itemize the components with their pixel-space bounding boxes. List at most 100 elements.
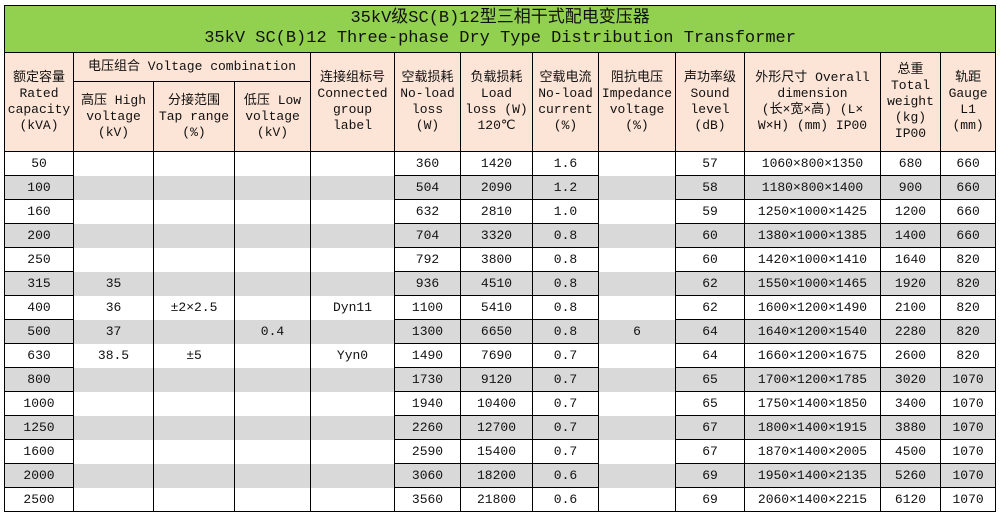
cell-tap-range — [153, 367, 235, 392]
cell-impedance: 6 — [598, 319, 676, 344]
cell-weight: 1200 — [880, 199, 941, 224]
cell-noload-current: 0.7 — [532, 415, 599, 440]
cell-impedance — [598, 343, 676, 368]
cell-noload-loss: 632 — [394, 199, 461, 224]
cell-noload-loss: 704 — [394, 223, 461, 248]
cell-weight: 1400 — [880, 223, 941, 248]
transformer-spec-table: 35kV级SC(B)12型三相干式配电变压器 35kV SC(B)12 Thre… — [3, 5, 997, 512]
header-capacity: 额定容量 Rated capacity (kVA) — [4, 52, 74, 152]
header-line: label — [332, 118, 372, 133]
cell-dimension: 1420×1000×1410 — [744, 247, 881, 272]
cell-noload-current: 0.8 — [532, 223, 599, 248]
cell-noload-current: 0.7 — [532, 343, 599, 368]
cell-group-label — [310, 487, 395, 512]
cell-noload-loss: 2260 — [394, 415, 461, 440]
header-line: Rated — [19, 86, 59, 101]
cell-capacity: 2500 — [4, 487, 74, 512]
header-line: (dB) — [694, 118, 726, 133]
cell-capacity: 100 — [4, 175, 74, 200]
header-line: Tap range — [158, 108, 230, 124]
cell-group-label — [310, 391, 395, 416]
cell-dimension: 1640×1200×1540 — [744, 319, 881, 344]
cell-dimension: 1060×800×1350 — [744, 151, 881, 176]
cell-noload-current: 0.6 — [532, 487, 599, 512]
cell-capacity: 315 — [4, 271, 74, 296]
cell-high-voltage — [73, 367, 154, 392]
cell-weight: 3400 — [880, 391, 941, 416]
cell-high-voltage — [73, 199, 154, 224]
header-line: 总重 — [897, 62, 924, 77]
cell-load-loss: 6650 — [460, 319, 533, 344]
cell-noload-current: 0.8 — [532, 271, 599, 296]
table-row: 50 360 1420 1.6 57 1060×800×1350 680 660 — [4, 151, 997, 176]
cell-sound-level: 64 — [675, 343, 745, 368]
cell-high-voltage: 38.5 — [73, 343, 154, 368]
cell-capacity: 200 — [4, 223, 74, 248]
header-line: level — [690, 102, 730, 117]
cell-capacity: 800 — [4, 367, 74, 392]
cell-dimension: 1380×1000×1385 — [744, 223, 881, 248]
cell-gauge: 1070 — [939, 439, 997, 464]
header-sound: 声功率级 Sound level (dB) — [675, 52, 745, 152]
header-line: 轨距 — [955, 70, 982, 85]
cell-sound-level: 67 — [675, 415, 745, 440]
cell-low-voltage — [234, 367, 311, 392]
cell-weight: 1920 — [880, 271, 941, 296]
cell-load-loss: 5410 — [460, 295, 533, 320]
cell-low-voltage — [234, 223, 311, 248]
header-line: W×H) (mm) IP00 — [757, 118, 868, 133]
header-line: 额定容量 — [12, 70, 65, 85]
cell-tap-range — [153, 415, 235, 440]
title-zh: 35kV级SC(B)12型三相干式配电变压器 — [350, 9, 650, 28]
header-dimension: 外形尺寸 Overall dimension (长×宽×高) (L× W×H) (mm… — [744, 52, 881, 152]
table-row: 2000 3060 18200 0.6 69 1950×1400×2135 5260 1070 — [4, 463, 997, 488]
header-noload-loss: 空载损耗 No-load loss (W) — [394, 52, 461, 152]
cell-high-voltage: 36 — [73, 295, 154, 320]
cell-sound-level: 60 — [675, 223, 745, 248]
cell-sound-level: 69 — [675, 487, 745, 512]
header-line: Total — [890, 78, 930, 93]
cell-load-loss: 15400 — [460, 439, 533, 464]
header-line: 阻抗电压 — [610, 70, 663, 85]
cell-load-loss: 2090 — [460, 175, 533, 200]
header-line: dimension — [777, 86, 848, 101]
cell-impedance — [598, 391, 676, 416]
cell-noload-loss: 1730 — [394, 367, 461, 392]
title-en: 35kV SC(B)12 Three-phase Dry Type Distri… — [204, 29, 796, 48]
cell-noload-loss: 792 — [394, 247, 461, 272]
cell-noload-loss: 1300 — [394, 319, 461, 344]
cell-load-loss: 18200 — [460, 463, 533, 488]
cell-low-voltage — [234, 415, 311, 440]
cell-noload-current: 0.8 — [532, 247, 599, 272]
cell-group-label — [310, 415, 395, 440]
cell-noload-loss: 3560 — [394, 487, 461, 512]
cell-noload-current: 0.8 — [532, 319, 599, 344]
header-line: Impedance — [601, 86, 673, 101]
cell-impedance — [598, 367, 676, 392]
header-line: L1 — [960, 102, 976, 117]
cell-tap-range — [153, 487, 235, 512]
cell-high-voltage: 37 — [73, 319, 154, 344]
header-line: loss — [411, 102, 444, 117]
cell-low-voltage — [234, 439, 311, 464]
cell-sound-level: 57 — [675, 151, 745, 176]
cell-low-voltage — [234, 199, 311, 224]
header-line: Connected — [317, 86, 388, 101]
header-line: weight — [887, 94, 934, 109]
cell-gauge: 1070 — [939, 391, 997, 416]
cell-noload-current: 0.7 — [532, 391, 599, 416]
cell-dimension: 1870×1400×2005 — [744, 439, 881, 464]
cell-impedance — [598, 463, 676, 488]
cell-impedance — [598, 415, 676, 440]
cell-capacity: 160 — [4, 199, 74, 224]
cell-noload-current: 1.2 — [532, 175, 599, 200]
header-line: Sound — [690, 86, 730, 101]
cell-noload-current: 1.6 — [532, 151, 599, 176]
table-row: 100 504 2090 1.2 58 1180×800×1400 900 660 — [4, 175, 997, 200]
header-line: No-load — [538, 86, 593, 101]
cell-gauge: 820 — [939, 247, 997, 272]
cell-load-loss: 1420 — [460, 151, 533, 176]
cell-weight: 3020 — [880, 367, 941, 392]
cell-group-label: Yyn0 — [310, 343, 395, 368]
header-impedance: 阻抗电压 Impedance voltage (%) — [598, 52, 676, 152]
